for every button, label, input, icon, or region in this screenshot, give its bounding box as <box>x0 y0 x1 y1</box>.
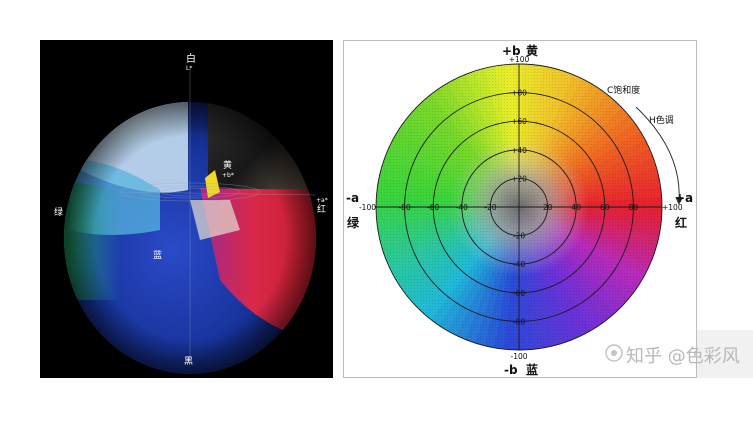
label-green: 绿 <box>347 215 360 230</box>
ab-color-wheel-panel: -100 -80 -60 -40 -20 20 40 60 80 +100 +100 +80 +60 +… <box>343 40 697 378</box>
tick-label-a: 60 <box>600 203 610 212</box>
tick-label-a: 40 <box>571 203 581 212</box>
sphere-yellow-label: 黄 <box>223 159 232 171</box>
label-chroma: C饱和度 <box>607 84 640 96</box>
sphere-blue-label: 蓝 <box>153 249 162 261</box>
sphere-top-label: 白 <box>186 52 196 65</box>
axis-plus-b: +b <box>502 44 521 58</box>
tick-label-b: +100 <box>509 55 530 64</box>
label-yellow: 黄 <box>526 43 538 58</box>
ab-color-wheel: -100 -80 -60 -40 -20 20 40 60 80 +100 +100 +80 +60 +… <box>346 43 693 377</box>
tick-label-b: +20 <box>511 174 527 183</box>
tick-label-a: +100 <box>662 203 683 212</box>
tick-label-a: -100 <box>359 203 376 212</box>
watermark-band <box>697 330 753 378</box>
axis-minus-b: -b <box>504 363 518 377</box>
lab-sphere-panel: 白 L* 黄 +b* 红 +a* 绿 蓝 黑 <box>40 40 333 378</box>
tick-label-a: 80 <box>629 203 639 212</box>
sphere-bottom-label: 黑 <box>184 356 193 367</box>
tick-label-b: +60 <box>511 117 527 126</box>
tick-label-a: -80 <box>398 203 410 212</box>
tick-label-a: -20 <box>484 203 496 212</box>
axis-plus-a: +a <box>675 191 693 205</box>
sphere-red-label: 红 <box>317 203 326 215</box>
watermark-logo-icon <box>605 344 623 362</box>
tick-label-b: -20 <box>513 232 525 241</box>
label-blue: 蓝 <box>526 362 538 377</box>
tick-label-b: +40 <box>511 146 527 155</box>
tick-label-a: 20 <box>543 203 553 212</box>
tick-label-a: -40 <box>456 203 468 212</box>
label-red: 红 <box>675 215 687 230</box>
sphere-green-label: 绿 <box>54 206 63 218</box>
tick-label-b: -80 <box>513 317 525 326</box>
label-hue: H色调 <box>649 114 674 126</box>
tick-label-b: -60 <box>513 289 525 298</box>
hue-arrow <box>635 106 684 205</box>
sphere-top-sub: L* <box>186 65 192 72</box>
tick-label-b: -40 <box>513 260 525 269</box>
lab-sphere-illustration: 白 L* 黄 +b* 红 +a* 绿 蓝 黑 <box>54 52 328 374</box>
tick-label-b: +80 <box>511 89 527 98</box>
sphere-red-sub: +a* <box>316 197 328 204</box>
tick-label-a: -60 <box>427 203 439 212</box>
watermark-text: 知乎 @色彩风 <box>626 346 740 367</box>
tick-label-b: -100 <box>510 352 527 361</box>
watermark: 知乎 @色彩风 <box>604 340 753 367</box>
sphere-yellow-sub: +b* <box>222 172 234 179</box>
axis-minus-a: -a <box>346 191 359 205</box>
